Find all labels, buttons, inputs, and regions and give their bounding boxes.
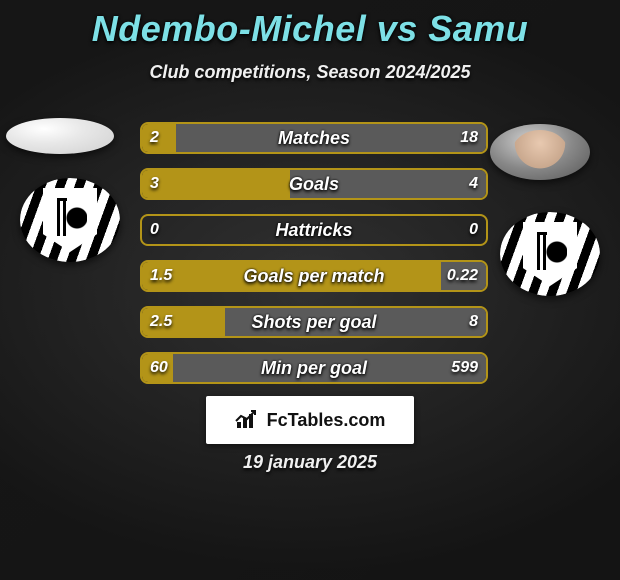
stat-label: Min per goal <box>142 354 486 382</box>
stat-label: Goals <box>142 170 486 198</box>
value-left: 1.5 <box>150 262 172 290</box>
value-right: 599 <box>451 354 478 382</box>
stat-row: 1.5 0.22Goals per match <box>140 260 488 292</box>
stat-label: Goals per match <box>142 262 486 290</box>
value-right: 8 <box>469 308 478 336</box>
value-left: 0 <box>150 216 159 244</box>
value-left: 3 <box>150 170 159 198</box>
comparison-chart: 2 18Matches 3 4Goals 0 0Hattricks 1.5 0.22Goals… <box>140 122 488 398</box>
value-right: 18 <box>460 124 478 152</box>
stat-row: 2 18Matches <box>140 122 488 154</box>
page-title: Ndembo-Michel vs Samu <box>0 0 620 50</box>
value-right: 0 <box>469 216 478 244</box>
stat-label: Hattricks <box>142 216 486 244</box>
brand-badge: FcTables.com <box>206 396 414 444</box>
footer-date: 19 january 2025 <box>0 452 620 473</box>
brand-chart-icon <box>235 410 261 430</box>
value-right: 0.22 <box>447 262 478 290</box>
club-right-badge <box>500 212 600 296</box>
stat-row: 0 0Hattricks <box>140 214 488 246</box>
stat-label: Matches <box>142 124 486 152</box>
stat-row: 3 4Goals <box>140 168 488 200</box>
stat-label: Shots per goal <box>142 308 486 336</box>
value-left: 2.5 <box>150 308 172 336</box>
player-right-avatar <box>490 124 590 180</box>
page-subtitle: Club competitions, Season 2024/2025 <box>0 62 620 83</box>
brand-text: FcTables.com <box>267 410 386 431</box>
stat-row: 2.5 8Shots per goal <box>140 306 488 338</box>
value-left: 60 <box>150 354 168 382</box>
club-left-badge <box>20 178 120 262</box>
value-left: 2 <box>150 124 159 152</box>
stat-row: 60 599Min per goal <box>140 352 488 384</box>
player-left-avatar <box>6 118 114 154</box>
value-right: 4 <box>469 170 478 198</box>
